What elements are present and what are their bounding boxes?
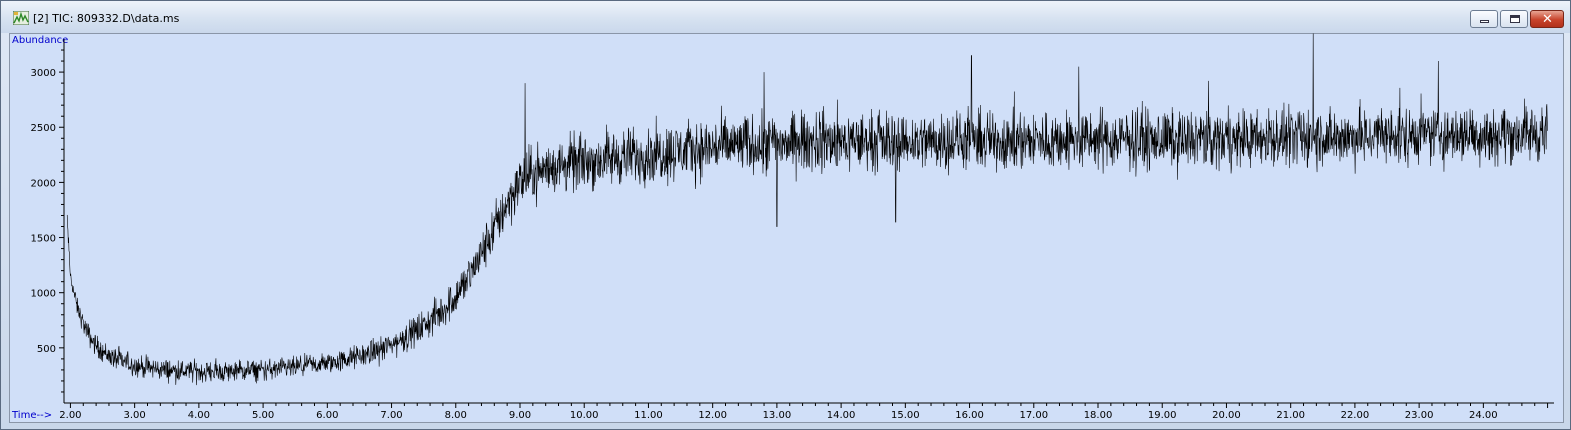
minimize-icon xyxy=(1480,20,1489,23)
x-tick-label: 23.00 xyxy=(1405,410,1434,421)
x-tick-label: 6.00 xyxy=(316,410,338,421)
x-tick-label: 18.00 xyxy=(1084,410,1113,421)
x-tick-label: 3.00 xyxy=(124,410,146,421)
y-tick-label: 2000 xyxy=(31,178,56,189)
x-tick-label: 21.00 xyxy=(1276,410,1305,421)
minimize-button[interactable] xyxy=(1470,10,1498,28)
x-tick-label: 15.00 xyxy=(891,410,920,421)
y-axis-label: Abundance xyxy=(12,35,68,46)
x-tick-label: 7.00 xyxy=(380,410,402,421)
y-tick-label: 2500 xyxy=(31,123,56,134)
x-tick-label: 9.00 xyxy=(509,410,531,421)
x-tick-label: 11.00 xyxy=(634,410,663,421)
y-tick-label: 1000 xyxy=(31,289,56,300)
tic-trace-line xyxy=(66,33,1548,386)
y-tick-label: 3000 xyxy=(31,68,56,79)
x-tick-label: 4.00 xyxy=(188,410,210,421)
maximize-icon xyxy=(1510,15,1520,23)
y-axis-ticks: 500 1000 1500 2000 2500 3000 xyxy=(31,49,64,393)
tic-chromatogram-chart[interactable]: Abundance Time--> 500 1000 1500 2000 2500 300… xyxy=(9,33,1564,423)
x-tick-label: 22.00 xyxy=(1341,410,1370,421)
x-tick-label: 20.00 xyxy=(1212,410,1241,421)
title-bar[interactable]: [2] TIC: 809332.D\data.ms ✕ xyxy=(1,1,1570,33)
x-tick-label: 17.00 xyxy=(1019,410,1048,421)
x-axis-ticks: 2.00 3.00 4.00 5.00 6.00 7.00 8.00 9.00 10.00 11.… xyxy=(59,403,1549,421)
close-icon: ✕ xyxy=(1542,12,1553,27)
x-tick-label: 14.00 xyxy=(827,410,856,421)
close-button[interactable]: ✕ xyxy=(1530,10,1564,28)
x-tick-label: 10.00 xyxy=(570,410,599,421)
x-tick-label: 16.00 xyxy=(955,410,984,421)
plot-area xyxy=(9,33,1564,423)
x-tick-label: 13.00 xyxy=(763,410,792,421)
maximize-button[interactable] xyxy=(1500,10,1528,28)
window-title: [2] TIC: 809332.D\data.ms xyxy=(33,12,180,25)
x-tick-label: 8.00 xyxy=(445,410,467,421)
x-tick-label: 12.00 xyxy=(698,410,727,421)
x-tick-label: 5.00 xyxy=(252,410,274,421)
x-tick-label: 2.00 xyxy=(59,410,81,421)
x-tick-label: 24.00 xyxy=(1469,410,1498,421)
x-axis-label: Time--> xyxy=(11,410,52,421)
y-tick-label: 1500 xyxy=(31,234,56,245)
x-tick-label: 19.00 xyxy=(1148,410,1177,421)
chromatogram-app-icon xyxy=(13,11,29,25)
y-tick-label: 500 xyxy=(37,344,56,355)
